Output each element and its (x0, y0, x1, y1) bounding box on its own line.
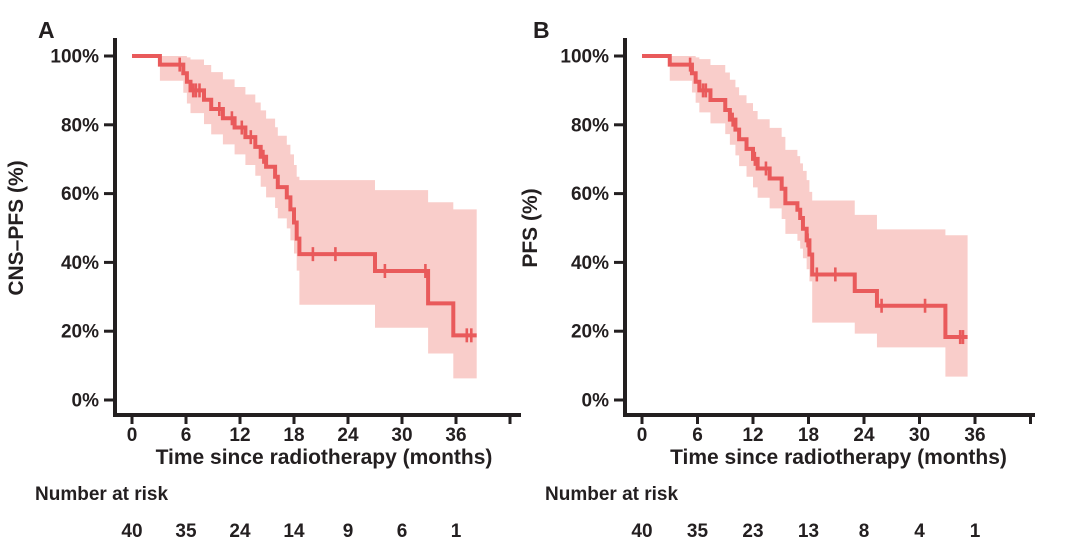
x-tick-label: 0 (637, 425, 648, 446)
y-tick-label: 0% (582, 391, 610, 412)
panel-A: 0 6 12 18 24 30 36 0% 20% 40% 60% 80% 100% Time since… (5, 17, 521, 542)
y-axis-title: PFS (%) (519, 188, 542, 267)
y-tick-label: 80% (571, 115, 609, 136)
x-tick-label: 24 (337, 425, 359, 446)
number-at-risk-value: 13 (798, 521, 819, 542)
y-tick-label: 60% (571, 184, 609, 205)
number-at-risk-value: 40 (631, 521, 652, 542)
number-at-risk-label: Number at risk (35, 484, 168, 505)
y-tick-label: 20% (571, 322, 609, 343)
number-at-risk-value: 14 (283, 521, 305, 542)
censor-marks (688, 57, 965, 345)
y-tick-label: 0% (72, 391, 100, 412)
x-tick-label: 24 (853, 425, 875, 446)
x-tick-label: 12 (229, 425, 250, 446)
y-tick-label: 100% (50, 47, 99, 68)
y-axis-title: CNS–PFS (%) (5, 160, 28, 295)
number-at-risk-value: 40 (121, 521, 142, 542)
x-tick-label: 30 (909, 425, 930, 446)
number-at-risk-row: Number at risk 40 35 23 13 8 4 1 (545, 484, 981, 542)
x-tick-label: 6 (692, 425, 703, 446)
x-tick-label: 18 (283, 425, 304, 446)
x-tick-label: 6 (181, 425, 192, 446)
number-at-risk-value: 9 (343, 521, 354, 542)
y-tick-label: 40% (61, 253, 99, 274)
x-tick-label: 0 (127, 425, 138, 446)
confidence-band (159, 56, 477, 379)
number-at-risk-value: 35 (687, 521, 709, 542)
panel-letter: B (533, 17, 550, 43)
number-at-risk-label: Number at risk (545, 484, 678, 505)
censor-marks (178, 57, 473, 343)
panel-B: 0 6 12 18 24 30 360%20%40%60%80%100%Time since… (519, 17, 1035, 542)
y-tick-label: 60% (61, 184, 99, 205)
number-at-risk-value: 35 (175, 521, 197, 542)
x-tick-label: 36 (964, 425, 985, 446)
y-tick-label: 80% (61, 115, 99, 136)
number-at-risk-value: 8 (859, 521, 870, 542)
number-at-risk-value: 24 (229, 521, 251, 542)
survival-curve (642, 54, 968, 340)
number-at-risk-value: 6 (397, 521, 408, 542)
x-tick-label: 30 (391, 425, 412, 446)
number-at-risk-value: 1 (451, 521, 462, 542)
y-tick-label: 40% (571, 253, 609, 274)
panel-letter: A (38, 17, 55, 43)
y-tick-label: 20% (61, 322, 99, 343)
y-tick-label: 100% (560, 47, 609, 68)
number-at-risk-value: 4 (914, 521, 925, 542)
x-axis-title: Time since radiotherapy (months) (670, 446, 1007, 469)
confidence-band (669, 56, 968, 377)
x-axis-title: Time since radiotherapy (months) (156, 446, 493, 469)
x-tick-label: 18 (798, 425, 819, 446)
number-at-risk-value: 23 (742, 521, 763, 542)
number-at-risk-row: Number at risk 40 35 24 14 9 6 1 (35, 484, 462, 542)
x-tick-label: 36 (445, 425, 466, 446)
number-at-risk-value: 1 (970, 521, 981, 542)
x-tick-label: 12 (742, 425, 763, 446)
